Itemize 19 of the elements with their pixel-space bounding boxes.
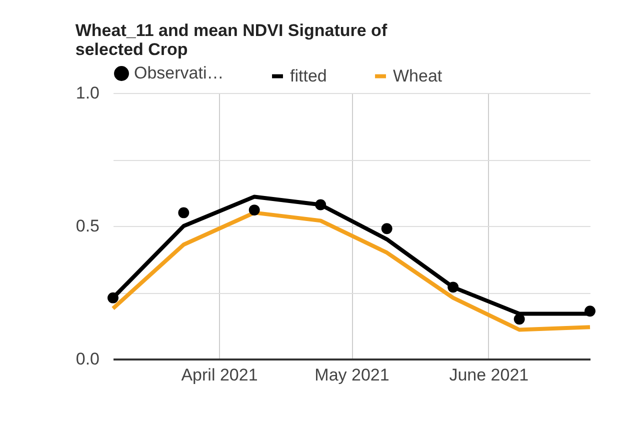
point bbox=[315, 199, 326, 210]
point bbox=[248, 204, 260, 216]
point bbox=[448, 282, 459, 293]
text: selected Crop bbox=[75, 40, 188, 59]
y-tick-label: 0.0 bbox=[76, 350, 100, 368]
text: Wheat_11 and mean NDVI Signature of bbox=[75, 21, 388, 40]
legend-label: fitted bbox=[290, 66, 327, 86]
point bbox=[381, 223, 392, 234]
legend-label: Wheat bbox=[393, 66, 442, 86]
x-tick-label: June 2021 bbox=[449, 366, 529, 384]
point bbox=[584, 306, 596, 317]
legend-label: Observati… bbox=[134, 64, 224, 83]
x-tick-label: May 2021 bbox=[314, 366, 390, 384]
point bbox=[108, 292, 118, 304]
y-tick-label: 1.0 bbox=[76, 84, 100, 102]
point bbox=[514, 314, 525, 325]
x-tick-label: April 2021 bbox=[181, 366, 258, 384]
point bbox=[178, 207, 190, 218]
y-tick-label: 0.5 bbox=[76, 216, 100, 236]
